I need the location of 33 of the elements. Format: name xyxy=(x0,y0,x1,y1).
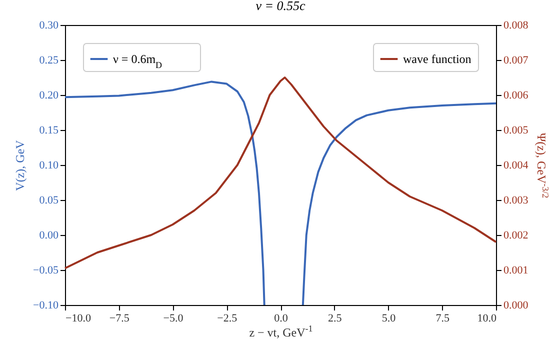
x-tick-label: −5.0 xyxy=(163,312,184,324)
x-tick-label: −10.0 xyxy=(66,312,92,324)
x-tick-label: 5.0 xyxy=(382,312,396,324)
y2-tick-label: 0.001 xyxy=(504,264,528,276)
y-tick-label: 0.25 xyxy=(39,54,59,66)
y2-tick-label: 0.006 xyxy=(504,90,529,102)
y2-tick-label: 0.004 xyxy=(504,160,529,172)
y2-tick-label: 0.000 xyxy=(504,300,529,312)
x-tick-label: 10.0 xyxy=(477,312,497,324)
y-tick-label: −0.10 xyxy=(33,300,59,312)
y2-tick-label: 0.008 xyxy=(504,20,529,32)
y2-tick-label: 0.007 xyxy=(504,54,529,66)
legend-label: ν = 0.6m$_{D}$ xyxy=(113,52,163,70)
chart-title: v = 0.55c xyxy=(256,0,306,13)
y-axis-title: V(z), GeV xyxy=(13,140,28,191)
x-tick-label: −7.5 xyxy=(109,312,130,324)
y-tick-label: 0.15 xyxy=(39,124,59,136)
y-tick-label: −0.05 xyxy=(33,264,59,276)
y2-tick-label: 0.005 xyxy=(504,124,529,136)
x-tick-label: 2.5 xyxy=(328,312,342,324)
x-tick-label: 0.0 xyxy=(274,312,288,324)
y2-tick-label: 0.002 xyxy=(504,230,528,242)
y-tick-label: 0.00 xyxy=(39,230,59,242)
y-tick-label: 0.10 xyxy=(39,160,59,172)
y-tick-label: 0.20 xyxy=(39,90,59,102)
line-series xyxy=(64,76,497,270)
x-tick-label: −2.5 xyxy=(217,312,238,324)
y-tick-label: 0.30 xyxy=(39,20,59,32)
x-axis-title: z − vt, GeV$^{-1}$ xyxy=(249,324,313,340)
y2-tick-label: 0.003 xyxy=(504,194,529,206)
x-tick-label: 7.5 xyxy=(436,312,450,324)
legend-label: wave function xyxy=(403,52,472,66)
y-tick-label: 0.05 xyxy=(39,194,59,206)
